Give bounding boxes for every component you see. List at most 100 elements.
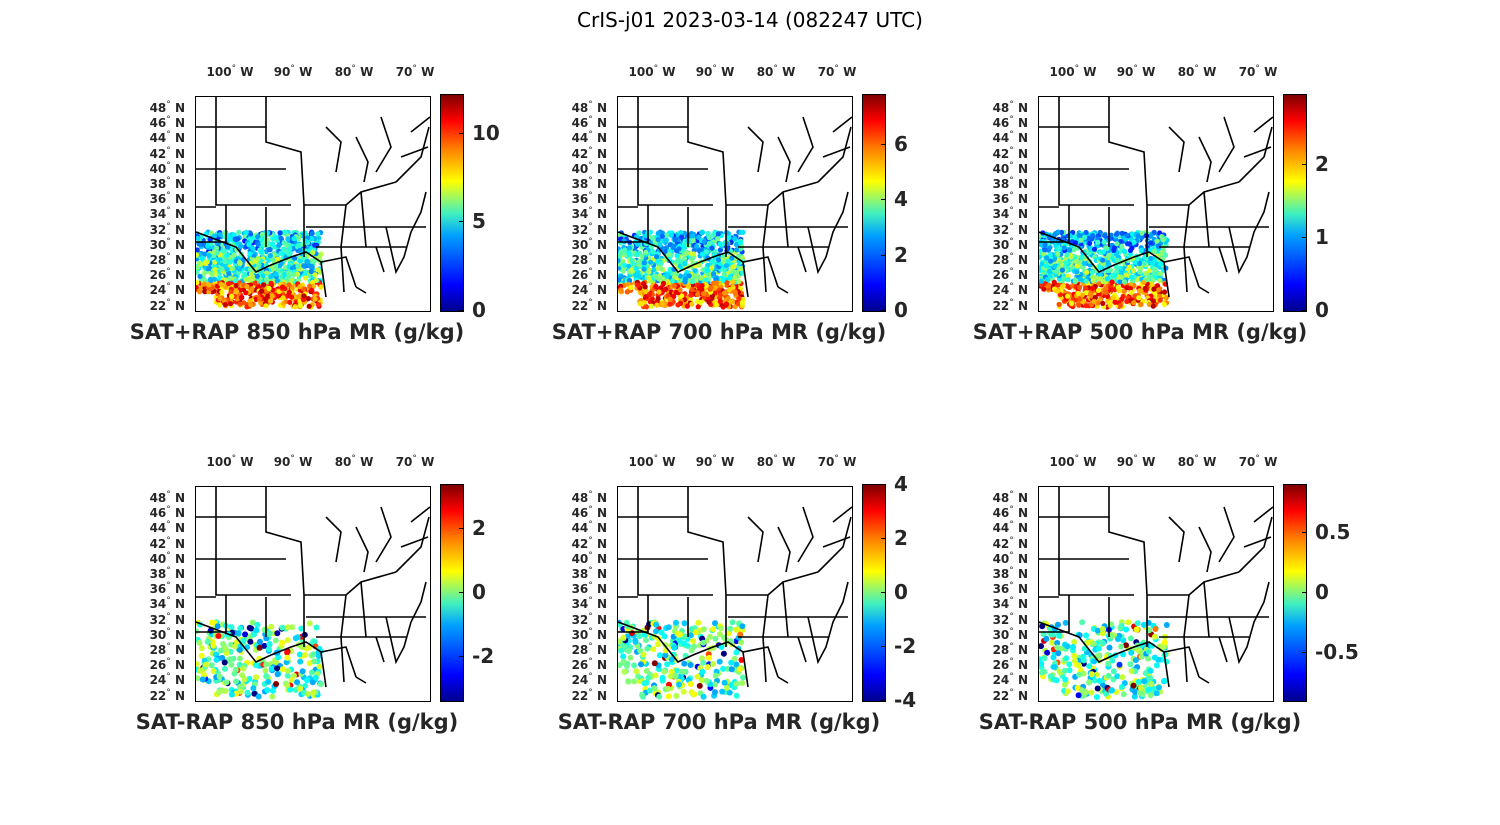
lat-label: 32° N	[135, 612, 185, 627]
state-border	[637, 169, 713, 206]
colorbar	[440, 94, 464, 312]
lon-suffix: W	[1198, 455, 1217, 469]
lat-value: 46	[571, 506, 589, 521]
observation-dot	[208, 276, 214, 282]
colorbar-tick-label: -2	[472, 643, 495, 668]
observation-dot	[1114, 241, 1120, 247]
degree-symbol: °	[166, 581, 171, 592]
degree-symbol: °	[588, 267, 593, 278]
observation-dot	[310, 249, 316, 256]
observation-dot	[1119, 230, 1125, 236]
observation-dot	[1131, 268, 1137, 274]
lat-value: 42	[149, 146, 167, 161]
observation-dot	[663, 232, 669, 239]
observation-dot	[1055, 650, 1062, 657]
observation-dot	[1120, 651, 1127, 658]
lat-suffix: N	[170, 551, 185, 566]
observation-dot	[304, 677, 311, 684]
lat-value: 34	[571, 597, 589, 612]
observation-dot	[244, 284, 250, 290]
observation-dot	[1157, 278, 1163, 284]
state-border	[400, 536, 429, 548]
observation-dot	[706, 241, 712, 247]
degree-symbol: °	[1074, 454, 1080, 464]
observation-dot	[313, 277, 319, 283]
state-border	[410, 506, 430, 523]
observation-dot	[1039, 265, 1042, 271]
observation-dot	[250, 685, 257, 692]
lat-value: 30	[992, 627, 1010, 642]
observation-dot	[196, 247, 200, 253]
observation-dot	[727, 275, 733, 281]
observation-dot	[263, 635, 270, 642]
observation-dot	[225, 281, 232, 287]
observation-dot	[1100, 249, 1106, 255]
observation-dot	[684, 303, 690, 309]
observation-dot	[700, 693, 707, 700]
degree-symbol: °	[1009, 252, 1014, 262]
lon-value: 70	[817, 455, 835, 469]
state-border	[1238, 126, 1273, 183]
observation-dot	[704, 664, 711, 671]
lon-label: 90° W	[274, 64, 313, 79]
observation-dot	[251, 253, 257, 259]
lat-value: 26	[571, 658, 589, 673]
degree-symbol: °	[1255, 64, 1260, 74]
state-border	[355, 526, 369, 573]
degree-symbol: °	[231, 454, 237, 464]
state-border	[340, 246, 345, 293]
observation-dot	[297, 284, 303, 290]
lat-suffix: N	[170, 521, 185, 536]
lat-value: 36	[571, 192, 589, 207]
observation-dot	[310, 689, 317, 696]
observation-dot	[1050, 654, 1057, 661]
lat-value: 24	[149, 283, 167, 298]
lat-value: 34	[571, 207, 589, 222]
observation-dot	[654, 302, 660, 308]
observation-dot	[682, 255, 688, 261]
state-border	[325, 516, 342, 563]
lon-label: 100° W	[207, 454, 254, 469]
observation-dot	[739, 623, 746, 630]
degree-symbol: °	[1009, 115, 1014, 126]
state-border	[762, 594, 769, 638]
lat-suffix: N	[170, 536, 185, 551]
observation-dot	[219, 266, 225, 272]
state-border	[360, 191, 367, 248]
observation-dot	[241, 676, 248, 683]
lat-label: 28° N	[978, 642, 1028, 657]
observation-dot	[699, 283, 705, 289]
observation-dot	[708, 285, 714, 291]
observation-dot	[217, 232, 223, 238]
degree-symbol: °	[166, 687, 171, 698]
observation-dot	[706, 235, 712, 241]
state-border	[807, 581, 849, 665]
observation-dot	[1039, 248, 1043, 254]
lat-label: 36° N	[978, 191, 1028, 206]
figure-title: CrIS-j01 2023-03-14 (082247 UTC)	[577, 8, 923, 32]
colorbar	[862, 484, 886, 702]
map-area	[617, 96, 853, 312]
colorbar-tick-mark	[1302, 236, 1307, 238]
lon-suffix: W	[838, 455, 857, 469]
observation-dot	[1118, 684, 1125, 690]
observation-dot	[1051, 664, 1058, 670]
state-border	[1058, 487, 1129, 560]
observation-dot	[1095, 652, 1102, 659]
observation-dot	[301, 293, 307, 299]
lat-suffix: N	[592, 658, 607, 673]
lat-label: 28° N	[135, 642, 185, 657]
observation-dot	[658, 285, 664, 291]
observation-dot	[196, 288, 202, 294]
observation-dot	[1049, 631, 1056, 638]
observation-dot	[705, 230, 711, 236]
degree-symbol: °	[1009, 130, 1014, 141]
observation-dot	[729, 299, 735, 305]
degree-symbol: °	[834, 64, 839, 74]
observation-dot	[261, 282, 267, 288]
observation-dot	[712, 689, 718, 696]
observation-dot	[620, 634, 627, 641]
lat-suffix: N	[1013, 298, 1028, 313]
observation-dot	[706, 299, 712, 305]
state-border	[742, 261, 749, 298]
